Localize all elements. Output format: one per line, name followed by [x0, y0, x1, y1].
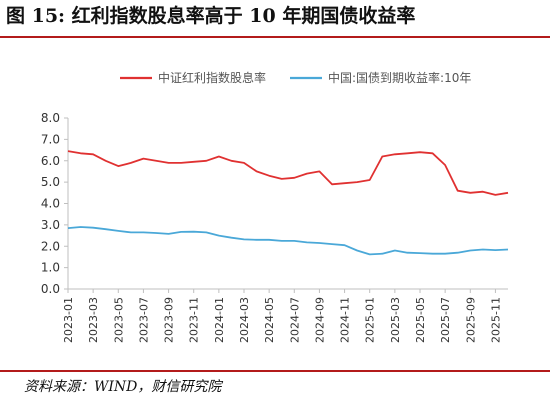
y-tick-label: 1.0 — [41, 261, 60, 275]
source-note: 资料来源：WIND，财信研究院 — [24, 379, 222, 395]
chart-axes — [67, 118, 508, 290]
x-tick-label: 2025-09 — [464, 297, 477, 343]
y-tick-label: 5.0 — [41, 175, 60, 189]
x-tick-label: 2023-11 — [188, 297, 201, 343]
chart-legend: 中证红利指数股息率 中国:国债到期收益率:10年 — [120, 70, 471, 85]
x-tick-label: 2025-11 — [489, 297, 502, 343]
legend-label-dividend-yield: 中证红利指数股息率 — [158, 70, 266, 85]
title-rule — [0, 36, 550, 38]
x-tick-label: 2025-01 — [364, 297, 377, 343]
x-tick-label: 2024-11 — [339, 297, 352, 343]
x-tick-label: 2024-05 — [263, 297, 276, 343]
source-rule — [0, 370, 550, 372]
figure-title: 图 15: 红利指数股息率高于 10 年期国债收益率 — [6, 5, 416, 27]
y-tick-label: 2.0 — [41, 239, 60, 253]
chart-series — [67, 150, 509, 256]
x-tick-label: 2023-07 — [137, 297, 150, 343]
y-tick-label: 4.0 — [41, 197, 60, 211]
x-tick-label: 2024-01 — [213, 297, 226, 343]
y-tick-label: 0.0 — [41, 282, 60, 296]
x-tick-label: 2024-09 — [313, 297, 326, 343]
x-tick-label: 2023-01 — [62, 297, 75, 343]
legend-label-bond-yield: 中国:国债到期收益率:10年 — [328, 70, 471, 85]
x-tick-label: 2025-03 — [389, 297, 402, 343]
x-tick-label: 2023-03 — [87, 297, 100, 343]
y-tick-label: 8.0 — [41, 111, 60, 125]
x-tick-label: 2025-07 — [439, 297, 452, 343]
series-line-dividend-yield — [67, 150, 509, 196]
x-tick-label: 2023-05 — [112, 297, 125, 343]
x-tick-label: 2024-07 — [288, 297, 301, 343]
x-axis-ticks: 2023-01 2023-03 2023-05 2023-07 2023-09 2023-… — [62, 289, 502, 343]
y-tick-label: 3.0 — [41, 218, 60, 232]
series-line-bond-yield — [67, 226, 509, 256]
x-tick-label: 2025-05 — [414, 297, 427, 343]
line-chart: 中证红利指数股息率 中国:国债到期收益率:10年 0.0 1.0 2.0 3.0 4.0… — [41, 70, 509, 343]
y-axis-ticks: 0.0 1.0 2.0 3.0 4.0 5.0 6.0 7.0 8.0 — [41, 111, 68, 296]
x-tick-label: 2023-09 — [163, 297, 176, 343]
x-tick-label: 2024-03 — [238, 297, 251, 343]
y-tick-label: 6.0 — [41, 154, 60, 168]
y-tick-label: 7.0 — [41, 132, 60, 146]
